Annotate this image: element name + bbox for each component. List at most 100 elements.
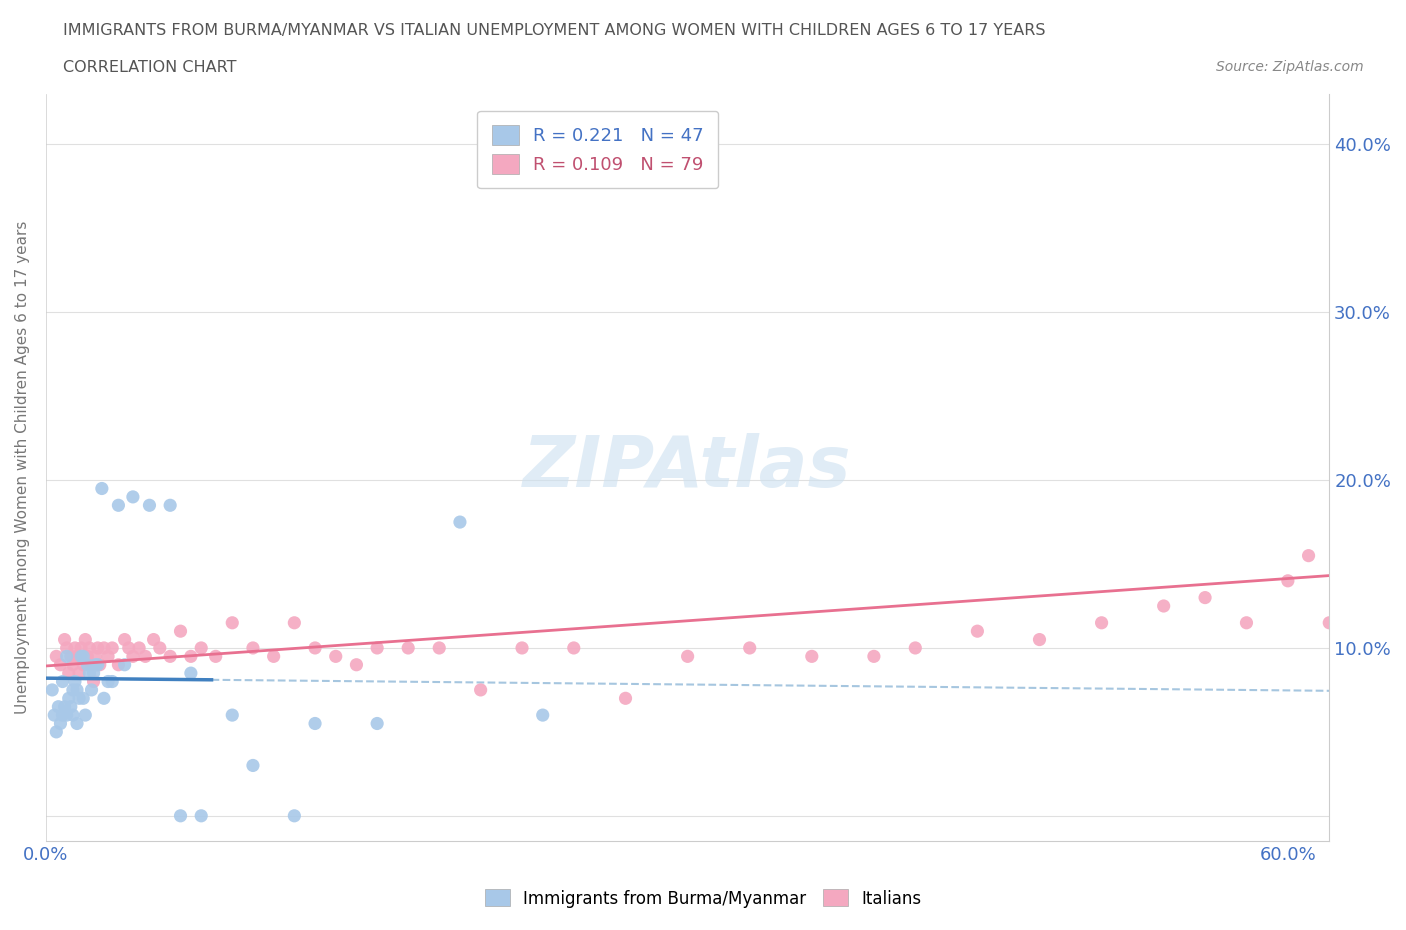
Point	[107, 498, 129, 512]
Legend: R = 0.221   N = 47, R = 0.109   N = 79: R = 0.221 N = 47, R = 0.109 N = 79	[477, 111, 718, 188]
Point	[90, 481, 112, 496]
Point	[62, 708, 84, 723]
Text: IMMIGRANTS FROM BURMA/MYANMAR VS ITALIAN UNEMPLOYMENT AMONG WOMEN WITH CHILDREN : IMMIGRANTS FROM BURMA/MYANMAR VS ITALIAN…	[63, 23, 1046, 38]
Point	[204, 649, 226, 664]
Point	[169, 624, 191, 639]
Point	[62, 658, 84, 672]
Point	[72, 691, 94, 706]
Point	[84, 658, 107, 672]
Point	[562, 641, 585, 656]
Point	[53, 632, 76, 647]
Point	[190, 808, 212, 823]
Point	[1360, 548, 1382, 563]
Point	[142, 632, 165, 647]
Point	[45, 724, 67, 739]
Point	[1277, 574, 1299, 589]
Point	[101, 641, 124, 656]
Point	[72, 649, 94, 664]
Point	[72, 658, 94, 672]
Point	[1090, 616, 1112, 631]
Y-axis label: Unemployment Among Women with Children Ages 6 to 17 years: Unemployment Among Women with Children A…	[15, 220, 30, 714]
Point	[67, 691, 90, 706]
Point	[190, 641, 212, 656]
Point	[49, 716, 72, 731]
Text: CORRELATION CHART: CORRELATION CHART	[63, 60, 236, 75]
Point	[70, 649, 93, 664]
Point	[58, 666, 80, 681]
Point	[89, 658, 111, 672]
Point	[531, 708, 554, 723]
Point	[76, 658, 98, 672]
Point	[221, 708, 243, 723]
Point	[221, 616, 243, 631]
Point	[83, 666, 105, 681]
Point	[44, 708, 66, 723]
Point	[1298, 548, 1320, 563]
Point	[67, 666, 90, 681]
Point	[366, 716, 388, 731]
Point	[1194, 591, 1216, 605]
Point	[48, 699, 70, 714]
Point	[614, 691, 637, 706]
Point	[59, 649, 82, 664]
Point	[1339, 591, 1361, 605]
Point	[396, 641, 419, 656]
Point	[263, 649, 285, 664]
Point	[53, 699, 76, 714]
Point	[1400, 539, 1406, 554]
Point	[66, 716, 89, 731]
Point	[59, 699, 82, 714]
Point	[75, 632, 97, 647]
Point	[83, 674, 105, 689]
Point	[863, 649, 886, 664]
Point	[304, 716, 326, 731]
Point	[149, 641, 172, 656]
Point	[93, 691, 115, 706]
Point	[70, 641, 93, 656]
Point	[63, 641, 86, 656]
Point	[101, 674, 124, 689]
Point	[180, 649, 202, 664]
Point	[325, 649, 347, 664]
Point	[283, 808, 305, 823]
Point	[304, 641, 326, 656]
Legend: Immigrants from Burma/Myanmar, Italians: Immigrants from Burma/Myanmar, Italians	[478, 883, 928, 914]
Point	[80, 683, 103, 698]
Point	[84, 649, 107, 664]
Point	[346, 658, 368, 672]
Point	[79, 641, 101, 656]
Point	[122, 649, 145, 664]
Point	[904, 641, 927, 656]
Point	[80, 658, 103, 672]
Point	[1153, 599, 1175, 614]
Point	[800, 649, 823, 664]
Point	[242, 758, 264, 773]
Point	[107, 658, 129, 672]
Point	[55, 649, 77, 664]
Point	[738, 641, 761, 656]
Point	[118, 641, 141, 656]
Point	[97, 649, 120, 664]
Point	[51, 674, 73, 689]
Point	[55, 641, 77, 656]
Text: Source: ZipAtlas.com: Source: ZipAtlas.com	[1216, 60, 1364, 74]
Point	[58, 691, 80, 706]
Point	[1317, 616, 1340, 631]
Point	[427, 641, 450, 656]
Point	[87, 641, 110, 656]
Text: ZIPAtlas: ZIPAtlas	[523, 433, 852, 502]
Point	[138, 498, 160, 512]
Point	[128, 641, 150, 656]
Point	[55, 708, 77, 723]
Point	[62, 683, 84, 698]
Point	[134, 649, 156, 664]
Point	[470, 683, 492, 698]
Point	[1236, 616, 1258, 631]
Point	[966, 624, 988, 639]
Point	[51, 708, 73, 723]
Point	[97, 674, 120, 689]
Point	[75, 708, 97, 723]
Point	[79, 666, 101, 681]
Point	[159, 649, 181, 664]
Point	[63, 674, 86, 689]
